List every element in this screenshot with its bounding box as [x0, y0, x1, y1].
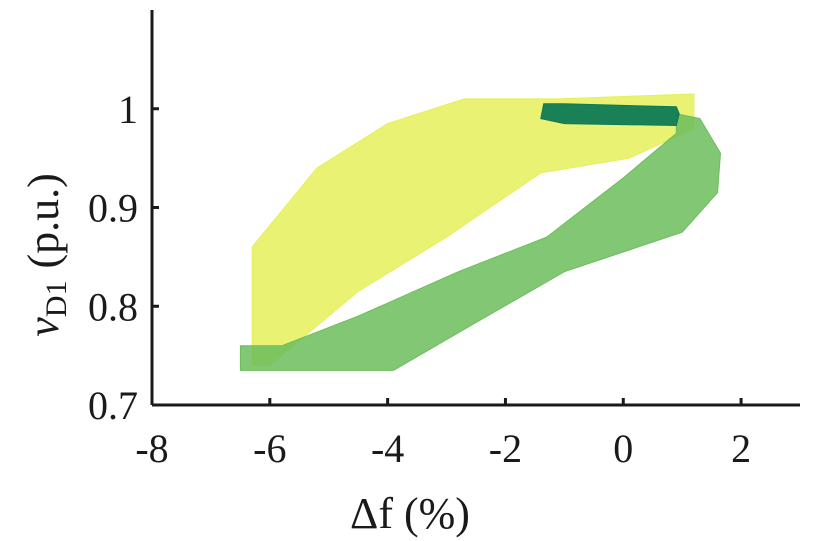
x-tick-label: 2 [731, 426, 751, 471]
x-axis-title: Δf (%) [350, 489, 470, 538]
x-tick-label: -8 [135, 426, 168, 471]
x-tick-label: -6 [253, 426, 286, 471]
x-tick-label: -4 [371, 426, 404, 471]
data-regions [239, 93, 722, 371]
region-cluster [540, 103, 680, 127]
y-tick-label: 1 [118, 87, 138, 132]
y-tick-label: 0.7 [88, 383, 138, 428]
ticks: -8 -6 -4 -2 0 2 0.7 0.8 0.9 1 [88, 87, 751, 471]
y-tick-label: 0.9 [88, 186, 138, 231]
x-tick-label: 0 [613, 426, 633, 471]
y-tick-label: 0.8 [88, 284, 138, 329]
region-upper [251, 93, 695, 366]
y-axis-title: vD1(p.u.) [19, 173, 73, 337]
x-tick-label: -2 [489, 426, 522, 471]
